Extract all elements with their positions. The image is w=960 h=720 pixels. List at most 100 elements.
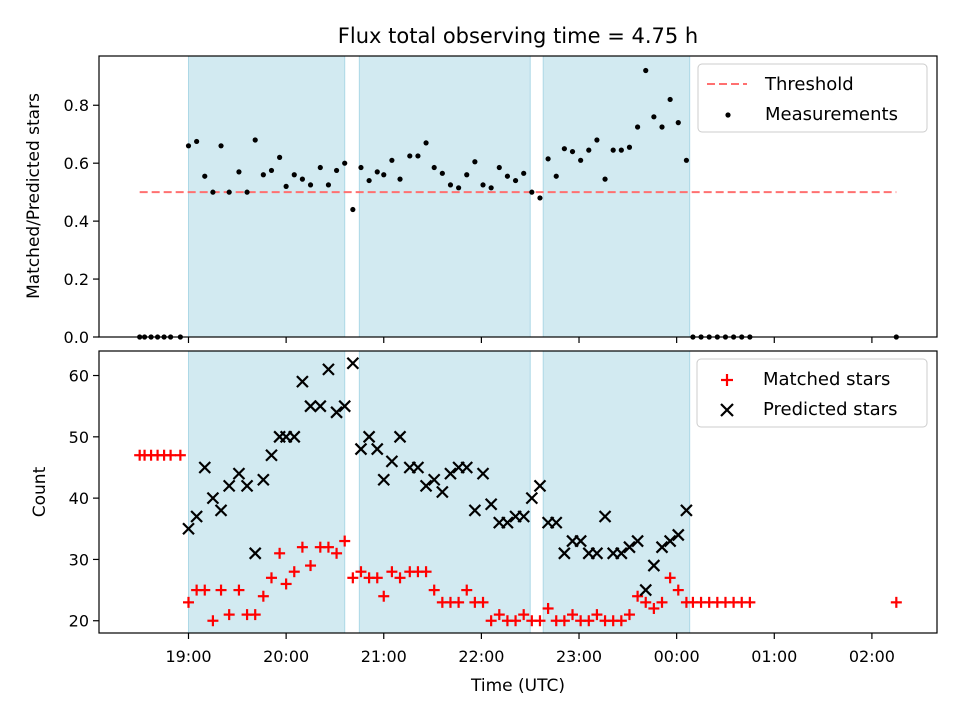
predicted-star-point-50 bbox=[590, 547, 604, 560]
matched-star-point-37 bbox=[428, 584, 440, 596]
measurement-point-35 bbox=[415, 153, 421, 159]
top-y-tick-label-2: 0.4 bbox=[64, 212, 89, 231]
predicted-star-point-22 bbox=[362, 430, 376, 444]
matched-star-point-54 bbox=[567, 609, 579, 621]
matched-star-point-76 bbox=[744, 596, 756, 608]
top-y-axis-label: Matched/Predicted stars bbox=[24, 93, 44, 299]
measurement-point-53 bbox=[561, 146, 567, 152]
x-stroke bbox=[419, 479, 433, 493]
predicted-star-point-36 bbox=[476, 467, 490, 480]
measurement-point-44 bbox=[488, 185, 494, 191]
predicted-star-point-20 bbox=[346, 356, 360, 370]
bottom-y-axis-label: Count bbox=[30, 466, 50, 517]
top-observing-window-2 bbox=[358, 55, 531, 338]
top-legend-box bbox=[697, 63, 928, 133]
x-stroke bbox=[222, 479, 236, 493]
measurement-point-33 bbox=[397, 176, 403, 182]
matched-star-point-36 bbox=[420, 566, 432, 578]
measurement-point-57 bbox=[594, 137, 600, 143]
predicted-star-point-51 bbox=[598, 510, 612, 523]
bottom-y-ticks: 20 30 40 50 60 bbox=[69, 367, 99, 631]
x-stroke bbox=[214, 504, 228, 517]
measurement-point-32 bbox=[389, 157, 395, 163]
x-stroke bbox=[549, 516, 563, 529]
matched-star-point-40 bbox=[453, 596, 465, 608]
measurement-point-61 bbox=[626, 144, 633, 150]
bottom-legend: Matched stars Predicted stars bbox=[696, 358, 928, 428]
measurement-point-10 bbox=[210, 189, 216, 195]
bottom-y-tick-label-3: 50 bbox=[69, 428, 89, 447]
x-stroke bbox=[533, 479, 547, 493]
predicted-star-point-1 bbox=[190, 510, 203, 523]
x-stroke bbox=[598, 510, 612, 523]
top-observing-windows bbox=[187, 55, 691, 338]
predicted-star-point-53 bbox=[615, 547, 628, 560]
bottom-plot-frame bbox=[98, 350, 938, 634]
x-stroke bbox=[517, 510, 530, 523]
x-stroke bbox=[206, 491, 220, 505]
predicted-star-point-57 bbox=[647, 559, 661, 572]
x-stroke bbox=[623, 540, 636, 554]
predicted-star-point-29 bbox=[419, 479, 433, 493]
measurement-point-46 bbox=[504, 173, 511, 179]
bottom-y-tick-label-1: 30 bbox=[69, 550, 89, 569]
measurement-point-21 bbox=[299, 176, 305, 182]
matched-star-point-19 bbox=[280, 578, 292, 590]
measurement-point-52 bbox=[553, 173, 559, 179]
x-stroke bbox=[647, 559, 661, 572]
measurement-point-17 bbox=[268, 167, 275, 174]
x-stroke bbox=[671, 528, 685, 542]
matched-star-point-33 bbox=[394, 572, 406, 584]
measurement-point-68 bbox=[683, 157, 690, 163]
predicted-star-point-8 bbox=[248, 547, 262, 560]
matched-star-point-65 bbox=[656, 596, 668, 608]
x-stroke bbox=[476, 467, 490, 480]
predicted-star-point-42 bbox=[525, 491, 539, 505]
predicted-star-point-35 bbox=[468, 504, 482, 517]
x-stroke bbox=[304, 399, 317, 413]
predicted-star-point-23 bbox=[370, 442, 384, 456]
matched-star-point-31 bbox=[378, 590, 390, 602]
predicted-star-point-46 bbox=[558, 547, 571, 560]
measurement-point-43 bbox=[480, 182, 486, 188]
measurement-point-63 bbox=[643, 67, 649, 74]
x-stroke bbox=[631, 534, 644, 548]
top-observing-window-3 bbox=[542, 55, 691, 338]
matched-star-point-20 bbox=[288, 566, 300, 578]
legend-measurements-label: Measurements bbox=[765, 104, 898, 125]
matched-star-point-62 bbox=[632, 590, 644, 602]
predicted-star-point-37 bbox=[484, 497, 498, 511]
predicted-star-point-48 bbox=[574, 534, 587, 548]
x-stroke bbox=[322, 363, 335, 376]
x-tick-label-4: 23:00 bbox=[556, 647, 602, 666]
predicted-star-point-30 bbox=[427, 473, 441, 487]
measurement-point-13 bbox=[236, 169, 242, 175]
bottom-y-tick-label-2: 40 bbox=[69, 489, 89, 508]
measurement-point-7 bbox=[185, 143, 192, 149]
matched-star-point-21 bbox=[296, 541, 308, 553]
matched-star-point-28 bbox=[355, 566, 367, 578]
measurement-point-34 bbox=[407, 153, 413, 159]
x-stroke bbox=[296, 375, 309, 388]
x-stroke bbox=[240, 479, 254, 493]
predicted-star-point-32 bbox=[444, 467, 457, 480]
predicted-star-point-15 bbox=[304, 399, 317, 413]
measurement-point-56 bbox=[586, 147, 592, 153]
bottom-y-tick-label-4: 60 bbox=[69, 367, 89, 386]
x-stroke bbox=[257, 473, 270, 487]
bottom-observing-window-1 bbox=[187, 350, 346, 634]
predicted-star-point-9 bbox=[257, 473, 270, 487]
measurement-point-14 bbox=[244, 189, 250, 195]
x-stroke bbox=[330, 406, 343, 419]
measurement-point-31 bbox=[381, 172, 387, 178]
predicted-star-point-2 bbox=[198, 461, 212, 474]
measurement-point-50 bbox=[537, 195, 543, 201]
x-axis-label: Time (UTC) bbox=[470, 676, 565, 696]
top-y-tick-label-4: 0.8 bbox=[64, 96, 89, 115]
measurement-point-26 bbox=[342, 160, 348, 166]
x-stroke bbox=[615, 547, 628, 560]
x-stroke bbox=[198, 461, 212, 474]
measurement-point-60 bbox=[618, 147, 624, 153]
matched-star-point-16 bbox=[257, 590, 269, 602]
